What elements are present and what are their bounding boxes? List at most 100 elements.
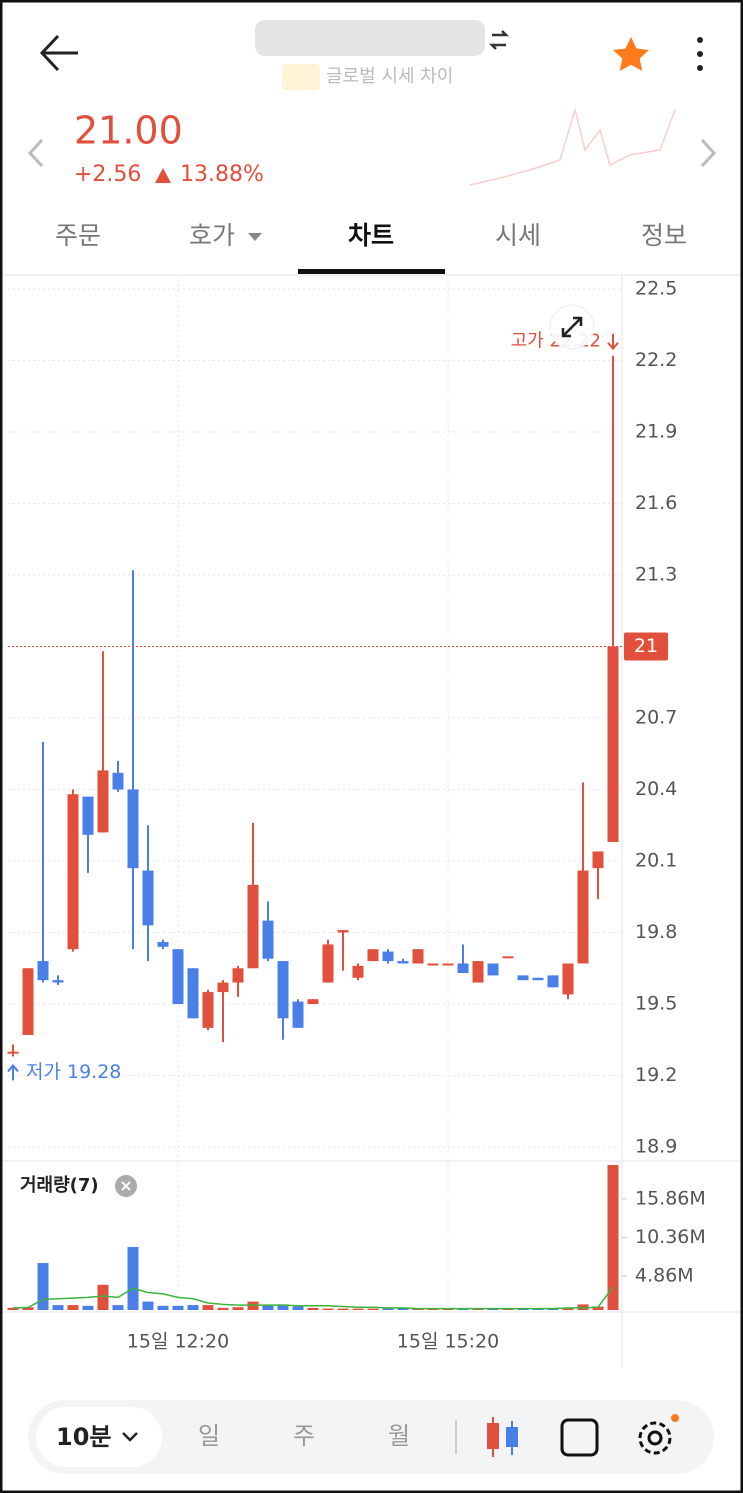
- switch-icon[interactable]: [488, 30, 510, 50]
- toolbar: [28, 1400, 714, 1474]
- period-button[interactable]: 주: [293, 1422, 315, 1450]
- high-arrow: [607, 333, 619, 351]
- candle-body: [157, 942, 169, 947]
- y-tick-label: 20.7: [635, 707, 677, 729]
- prev-arrow[interactable]: [27, 138, 44, 168]
- blurred-title: [255, 20, 485, 56]
- volume-bar: [127, 1246, 139, 1310]
- more-menu[interactable]: [697, 37, 703, 71]
- candle-body: [502, 956, 514, 959]
- low-annotation: 저가 19.28: [26, 1061, 121, 1083]
- candle-body: [442, 963, 454, 966]
- candle-body: [472, 961, 484, 983]
- y-tick-label: 18.9: [635, 1136, 677, 1158]
- tab-active[interactable]: 차트: [348, 221, 394, 250]
- volume-bar: [7, 1307, 19, 1310]
- volume-bar: [112, 1305, 124, 1310]
- change: +2.56: [74, 162, 141, 187]
- y-tick-label: 22.2: [635, 349, 677, 371]
- candle-body: [22, 968, 34, 1035]
- period-button[interactable]: 일: [198, 1422, 220, 1450]
- volume-bar: [82, 1305, 94, 1310]
- settings-icon[interactable]: [638, 1414, 679, 1455]
- interval-label[interactable]: 10분: [56, 1423, 111, 1451]
- chevron: [122, 1432, 138, 1442]
- volume-bar: [322, 1308, 334, 1310]
- volume-bar: [292, 1306, 304, 1310]
- candle-body: [562, 963, 574, 995]
- volume-title: 거래량(7): [20, 1175, 99, 1196]
- candle-body: [217, 982, 229, 993]
- candle-body: [187, 968, 199, 1019]
- back-button[interactable]: [39, 34, 78, 72]
- tab[interactable]: 주문: [55, 221, 101, 250]
- tab-bar: 주문 호가 차트 시세 정보: [55, 221, 687, 250]
- current-price-label: 21: [634, 635, 658, 657]
- volume-bar: [397, 1307, 409, 1310]
- expand-icon[interactable]: [561, 316, 583, 338]
- volume-bar: [217, 1307, 229, 1310]
- candle-body: [52, 980, 64, 983]
- volume-bar: [187, 1305, 199, 1310]
- volume-ma-line: [12, 1286, 614, 1310]
- tab[interactable]: 호가: [189, 221, 235, 250]
- tab[interactable]: 정보: [641, 221, 687, 250]
- y-tick-label: 20.4: [635, 778, 677, 800]
- volume-bar: [382, 1308, 394, 1310]
- candle-body: [142, 870, 154, 926]
- close-icon[interactable]: [121, 1181, 131, 1191]
- volume-bar: [142, 1301, 154, 1310]
- candle-body: [322, 944, 334, 983]
- volume-bar: [352, 1308, 364, 1310]
- candle-body: [202, 992, 214, 1028]
- current-price-box: [624, 632, 668, 661]
- volume-bar: [157, 1305, 169, 1310]
- tag-text: 글로벌 시세 차이: [326, 66, 453, 87]
- tab[interactable]: 시세: [495, 221, 541, 250]
- candle-body: [292, 1001, 304, 1028]
- x-tick-label: 15일 15:20: [397, 1331, 499, 1353]
- interval-button[interactable]: [36, 1407, 162, 1467]
- change-rate: 13.88%: [180, 162, 264, 187]
- candle-body: [487, 963, 499, 976]
- volume-bar: [337, 1308, 349, 1310]
- y-tick-label: 19.5: [635, 993, 677, 1015]
- candle-type-icon[interactable]: [487, 1417, 518, 1457]
- volume-bar: [262, 1305, 274, 1310]
- price: 21.00: [74, 109, 183, 153]
- x-tick-label: 15일 12:20: [127, 1331, 229, 1353]
- y-tick-label: 19.8: [635, 921, 677, 943]
- candle-body: [427, 963, 439, 966]
- volume-bar: [52, 1305, 64, 1310]
- volume-bar: [607, 1165, 619, 1310]
- candle-body: [7, 1051, 19, 1054]
- volume-bar: [562, 1308, 574, 1310]
- y-tick-label: 20.1: [635, 850, 677, 872]
- y-tick-label: 15.86M: [635, 1187, 706, 1209]
- dropdown-icon: [248, 233, 262, 241]
- y-tick-label: 4.86M: [635, 1264, 694, 1286]
- candle-body: [307, 999, 319, 1004]
- candle-body: [547, 975, 559, 988]
- candle-body: [337, 930, 349, 933]
- y-tick-label: 21.9: [635, 421, 677, 443]
- drawing-tool[interactable]: [560, 1418, 599, 1457]
- candle-body: [67, 794, 79, 950]
- candle-body: [127, 789, 139, 869]
- candle-body: [397, 961, 409, 964]
- candle-body: [517, 975, 529, 981]
- volume-bar: [202, 1305, 214, 1310]
- y-tick-label: 22.5: [635, 278, 677, 300]
- next-arrow[interactable]: [700, 138, 717, 168]
- candle-body: [352, 965, 364, 978]
- low-arrow: [7, 1063, 19, 1081]
- favorite-star[interactable]: [613, 37, 649, 71]
- plot: 22.5 22.2 21.9 21.6 21.3 21 20.7 20.4 20.1 19.8 19…: [7, 275, 706, 1353]
- period-button[interactable]: 월: [388, 1422, 410, 1450]
- candle-body: [172, 949, 184, 1004]
- candle-body: [577, 870, 589, 964]
- volume-bar: [592, 1306, 604, 1310]
- candle-body: [82, 796, 94, 835]
- volume-bar: [277, 1304, 289, 1310]
